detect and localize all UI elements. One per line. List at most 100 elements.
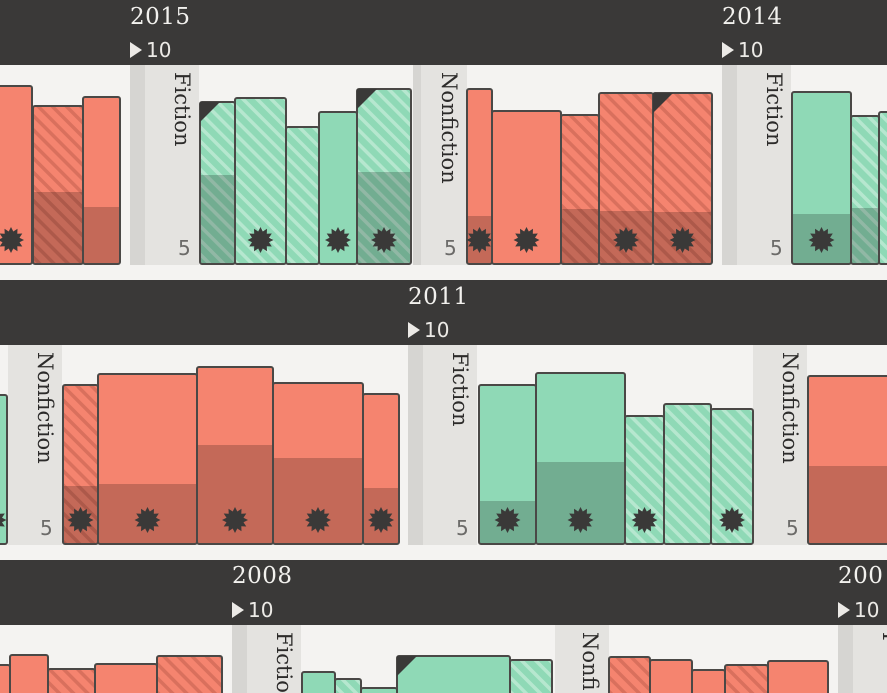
star-icon [631,507,658,533]
star-icon [513,227,540,253]
genre-label: Fictio [272,632,296,693]
book-bar [509,659,553,693]
year-label-2011: 2011 [408,284,469,310]
scale-marker-2005: 10 [838,598,879,622]
tick-label: 5 [456,516,469,540]
book-bar [196,366,274,545]
book-bar [850,115,880,265]
book-bar [652,92,713,265]
star-icon [808,227,835,253]
year-label-2005: 200 [838,563,884,589]
book-bar [32,105,84,265]
star-icon [325,227,351,253]
star-icon [134,507,161,533]
book-bar [9,654,49,693]
book-bar [663,403,712,545]
tick-label: 5 [40,516,53,540]
genre-label: Nonfiction [437,72,461,184]
shelf-label-panel [555,625,609,693]
book-bar [767,660,829,693]
tick-label: 5 [178,236,191,260]
star-icon [247,227,274,253]
triangle-marker-icon [838,602,850,618]
genre-label: Nonfiction [33,352,57,464]
tick-label: 5 [770,236,783,260]
book-bar [199,101,236,265]
shelf-label-panel [145,65,199,265]
tick-label: 5 [786,516,799,540]
book-bar [97,373,198,545]
book-bar [649,659,693,693]
shelf-label-panel [423,345,477,545]
book-bar [598,92,654,265]
book-bar [0,85,33,265]
book-bar [301,671,336,693]
star-icon [0,227,24,253]
book-bar [535,372,626,545]
book-bar [807,375,887,545]
genre-label: Nonfiction [778,352,802,464]
book-bar [62,384,99,545]
book-bar [624,415,665,545]
book-bar [285,126,320,265]
book-bar [478,384,537,545]
year-label-2014: 2014 [722,4,783,30]
star-icon [0,508,7,532]
genre-label: Fiction [448,352,472,427]
shelf-label-panel [421,65,467,265]
genre-label: Fiction [762,72,786,147]
book-bar [0,394,8,545]
shelf-label-panel [753,345,807,545]
scale-marker-2015: 10 [130,38,171,62]
star-icon [494,507,521,533]
book-bar [362,393,400,545]
year-label-2015: 2015 [130,4,191,30]
year-label-2008: 2008 [232,563,293,589]
book-bar [94,663,158,693]
scale-marker-2014: 10 [722,38,763,62]
year-band-row-3 [0,560,887,625]
star-icon [669,227,696,253]
year-band-row-1 [0,0,887,65]
scale-marker-2008: 10 [232,598,273,622]
shelf-label-panel [247,625,301,693]
book-bar [234,97,287,265]
genre-label: F [878,632,887,647]
book-bar [82,96,121,265]
book-bar [691,669,726,693]
shelf-divider [232,625,247,693]
shelf-label-panel [737,65,791,265]
genre-label: Nonfi [578,632,602,691]
book-bar [0,664,11,693]
shelf-divider [838,625,853,693]
star-icon [368,507,394,533]
star-icon [466,227,493,253]
book-bar [334,678,362,693]
shelf-divider [408,345,423,545]
triangle-marker-icon [722,42,734,58]
book-bar [156,655,223,693]
book-bar [396,655,511,693]
star-icon [305,507,331,533]
star-icon [67,507,94,533]
book-bar [878,111,887,265]
triangle-marker-icon [232,602,244,618]
star-icon [371,227,397,253]
book-bar [272,382,364,545]
book-bar [47,668,96,693]
shelf-label-panel [8,345,62,545]
triangle-marker-icon [130,42,142,58]
book-bar [791,91,852,265]
shelf-divider [722,65,737,265]
tick-label: 5 [444,236,457,260]
book-bar [608,656,651,693]
star-icon [719,507,745,533]
shelf-divider [413,65,421,265]
shelf-divider [130,65,145,265]
star-icon [567,507,594,533]
star-icon [613,227,639,253]
shelf-label-panel [853,625,887,693]
genre-label: Fiction [170,72,194,147]
book-bar [466,88,493,265]
